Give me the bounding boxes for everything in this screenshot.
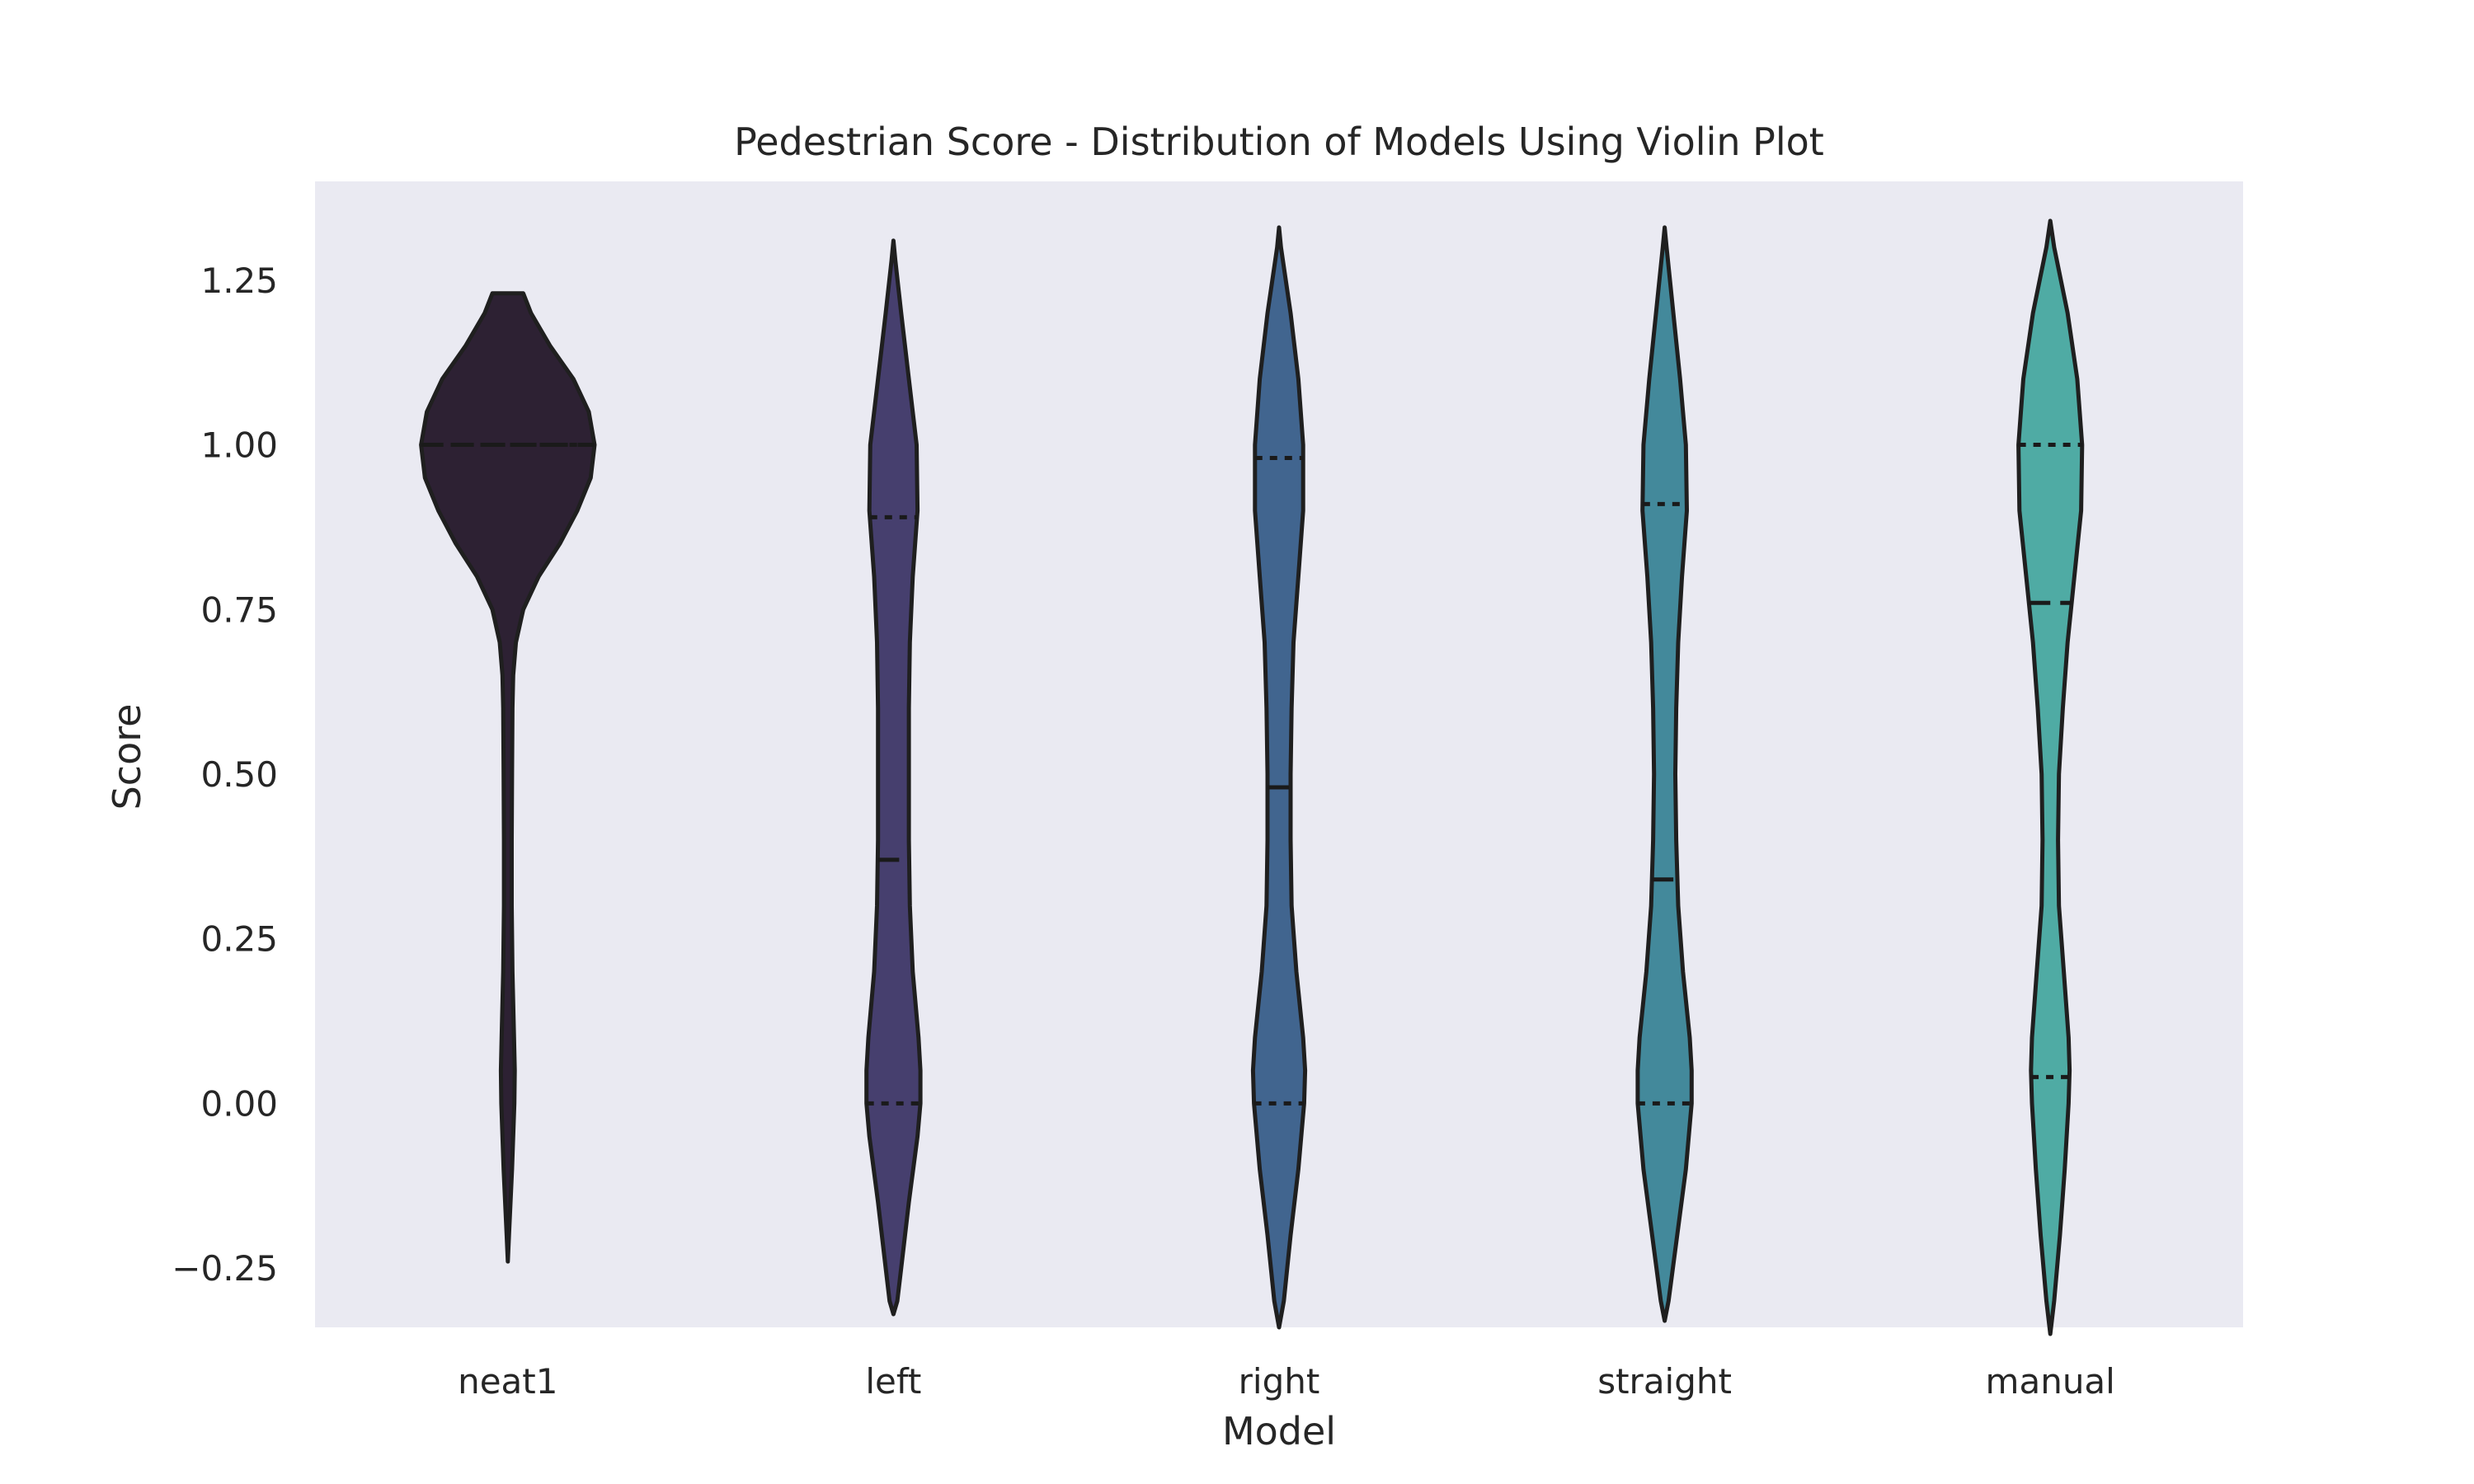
x-tick-labels: neat1 left right straight manual [458,1361,2115,1402]
violins [419,218,2085,1336]
violin-neat1 [419,291,597,1264]
violin-body [419,291,597,1264]
violin-body [1250,225,1308,1330]
x-tick-label: left [865,1361,921,1402]
y-axis-label: Score [105,704,149,810]
chart-title: Pedestrian Score - Distribution of Model… [734,120,1824,164]
violin-body [1635,225,1694,1323]
y-tick-label: −0.25 [172,1248,278,1289]
y-tick-label: 0.50 [200,754,278,795]
y-tick-labels: −0.25 0.00 0.25 0.50 0.75 1.00 1.25 [172,261,278,1289]
x-tick-label: straight [1597,1361,1732,1402]
violin-straight [1635,225,1694,1323]
y-tick-label: 0.25 [200,919,278,960]
violin-body [2016,218,2085,1336]
y-tick-label: 0.00 [200,1083,278,1124]
y-tick-label: 1.00 [200,425,278,466]
violin-right [1250,225,1308,1330]
x-tick-label: manual [1986,1361,2115,1402]
violin-left [864,238,923,1317]
x-tick-label: neat1 [458,1361,557,1402]
y-tick-label: 1.25 [200,261,278,301]
violin-manual [2016,218,2085,1336]
x-tick-label: right [1239,1361,1320,1402]
violin-body [864,238,923,1317]
y-tick-label: 0.75 [200,589,278,630]
x-axis-label: Model [1222,1409,1336,1453]
